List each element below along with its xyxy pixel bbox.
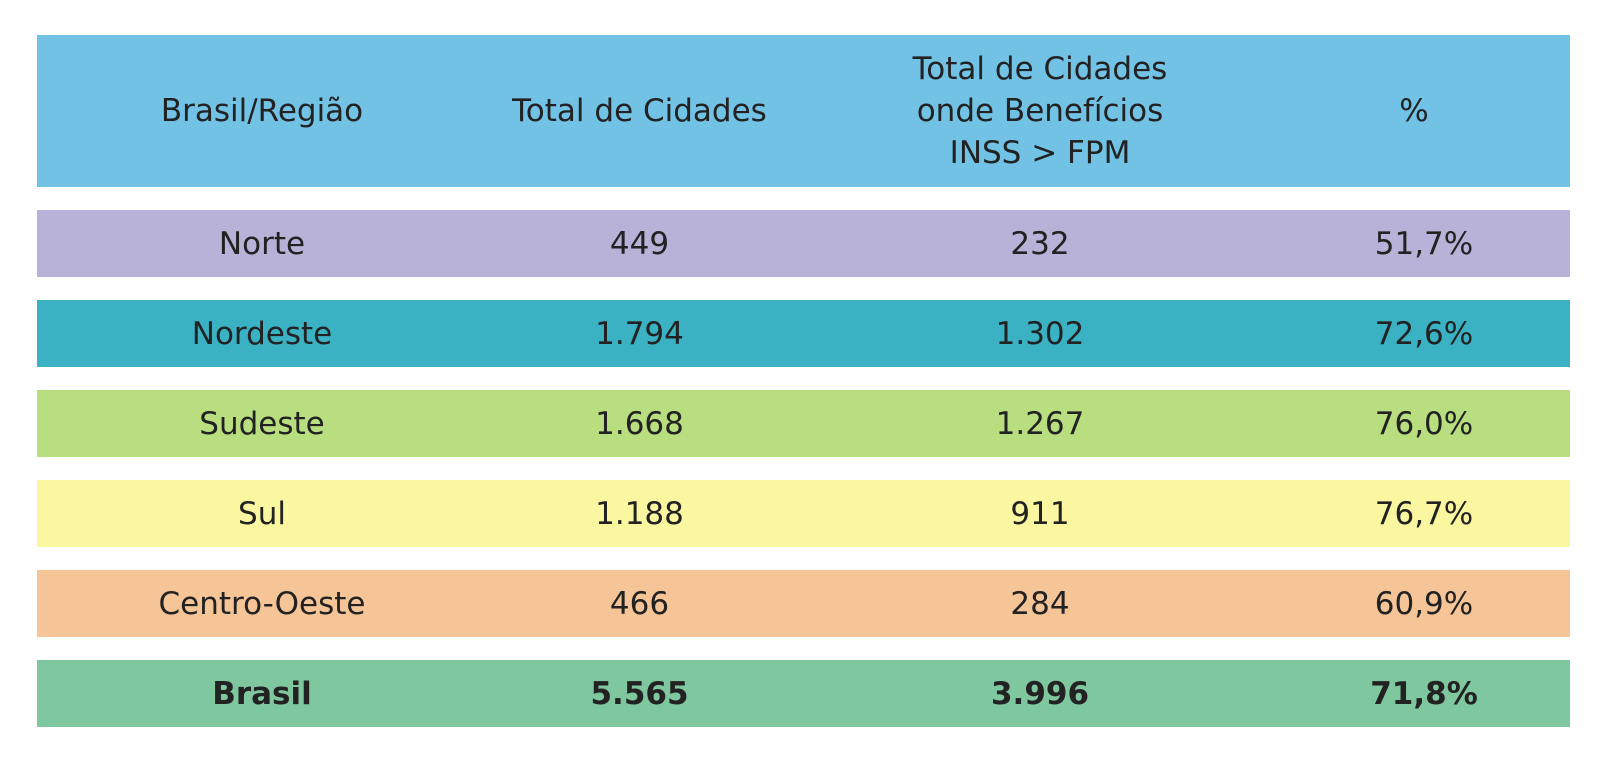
table-row: Sul 1.188 911 76,7%	[37, 480, 1570, 547]
table-row: Sudeste 1.668 1.267 76,0%	[37, 390, 1570, 457]
region-cell: Norte	[218, 225, 306, 262]
percent-cell: 71,8%	[1370, 675, 1478, 712]
total-cities-cell: 1.188	[595, 495, 684, 532]
header-line: INSS > FPM	[949, 135, 1131, 171]
total-cities-cell: 466	[609, 585, 670, 622]
total-cities-cell: 1.794	[595, 315, 684, 352]
percent-cell: 51,7%	[1374, 225, 1474, 262]
cities-inss-gt-fpm-cell: 1.267	[995, 405, 1085, 442]
cities-inss-gt-fpm-cell: 911	[1010, 495, 1070, 532]
header-percent: %	[1399, 93, 1429, 129]
cities-inss-gt-fpm-cell: 232	[1010, 225, 1070, 262]
table-row: Norte 449 232 51,7%	[37, 210, 1570, 277]
percent-cell: 76,0%	[1374, 405, 1474, 442]
region-cell: Centro-Oeste	[158, 585, 366, 622]
total-cities-cell: 449	[609, 225, 670, 262]
percent-cell: 60,9%	[1374, 585, 1474, 622]
header-line: onde Benefícios	[916, 93, 1164, 129]
cities-inss-gt-fpm-cell: 1.302	[995, 315, 1085, 352]
header-line: Total de Cidades	[912, 51, 1168, 87]
percent-cell: 76,7%	[1374, 495, 1474, 532]
header-cities-inss-gt-fpm: Total de Cidades onde Benefícios INSS > …	[822, 48, 1258, 174]
table-row: Centro-Oeste 466 284 60,9%	[37, 570, 1570, 637]
header-total-cities: Total de Cidades	[512, 93, 767, 129]
cities-inss-gt-fpm-cell: 3.996	[990, 675, 1090, 712]
region-cell: Nordeste	[191, 315, 333, 352]
data-table: Brasil/Região Total de Cidades Total de …	[37, 35, 1570, 727]
total-row: Brasil 5.565 3.996 71,8%	[37, 660, 1570, 727]
total-cities-cell: 1.668	[595, 405, 684, 442]
percent-cell: 72,6%	[1374, 315, 1474, 352]
total-cities-cell: 5.565	[590, 675, 689, 712]
header-region: Brasil/Região	[160, 93, 364, 129]
region-cell: Sul	[238, 495, 286, 532]
region-cell: Brasil	[212, 675, 312, 712]
table-row: Nordeste 1.794 1.302 72,6%	[37, 300, 1570, 367]
table-header: Brasil/Região Total de Cidades Total de …	[37, 35, 1570, 187]
cities-inss-gt-fpm-cell: 284	[1010, 585, 1070, 622]
table-body: Norte 449 232 51,7% Nordeste 1.794 1.302 72,6% S…	[37, 210, 1570, 727]
region-cell: Sudeste	[199, 405, 325, 442]
